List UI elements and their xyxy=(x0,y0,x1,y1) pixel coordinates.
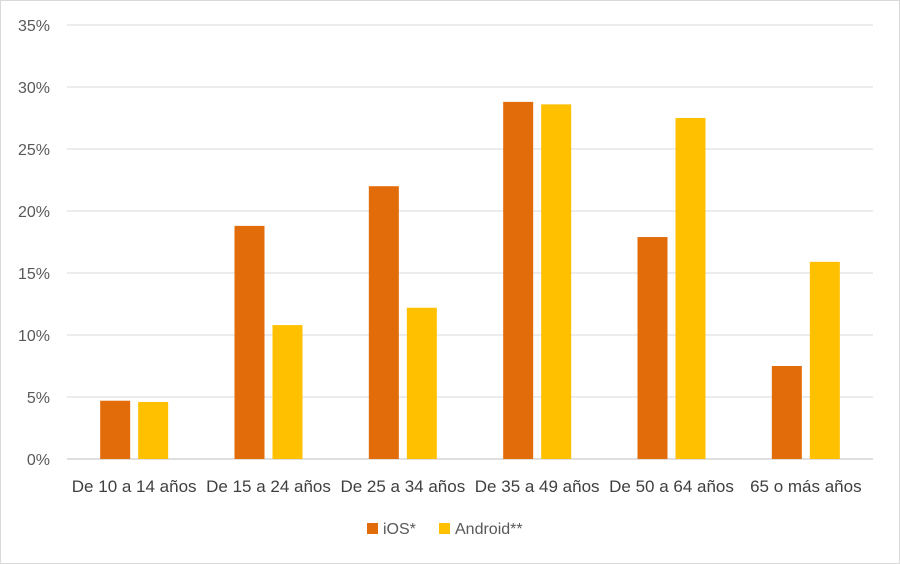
x-tick-label: De 50 a 64 años xyxy=(609,477,734,496)
bar-ios xyxy=(100,400,131,459)
bar-android xyxy=(406,307,437,459)
x-tick-label: De 15 a 24 años xyxy=(206,477,331,496)
bar-ios xyxy=(368,186,399,459)
x-tick-label: De 35 a 49 años xyxy=(475,477,600,496)
y-tick-label: 30% xyxy=(18,80,50,97)
legend-swatch-android xyxy=(439,523,450,534)
legend-label-android: Android** xyxy=(455,521,523,538)
bar-android xyxy=(541,104,572,460)
x-tick-label: 65 o más años xyxy=(750,477,862,496)
y-tick-label: 0% xyxy=(27,452,50,469)
y-axis: 0% 5% 10% 15% 20% 25% 30% 35% xyxy=(18,18,50,469)
bar-android xyxy=(272,325,303,459)
bar-android xyxy=(675,118,706,459)
bars xyxy=(100,101,840,460)
y-tick-label: 15% xyxy=(18,266,50,283)
bar-ios xyxy=(503,101,534,459)
y-tick-label: 35% xyxy=(18,18,50,35)
y-tick-label: 20% xyxy=(18,204,50,221)
bar-ios xyxy=(771,366,802,459)
bar-ios xyxy=(637,237,668,459)
y-tick-label: 25% xyxy=(18,142,50,159)
x-tick-label: De 25 a 34 años xyxy=(340,477,465,496)
x-tick-label: De 10 a 14 años xyxy=(72,477,197,496)
gridlines xyxy=(67,24,873,460)
legend: iOS* Android** xyxy=(367,521,523,538)
bar-android xyxy=(809,261,840,459)
y-tick-label: 10% xyxy=(18,328,50,345)
x-axis: De 10 a 14 años De 15 a 24 años De 25 a 34… xyxy=(72,477,862,496)
bar-android xyxy=(138,401,169,459)
y-tick-label: 5% xyxy=(27,390,50,407)
legend-swatch-ios xyxy=(367,523,378,534)
legend-label-ios: iOS* xyxy=(383,521,416,538)
bar-ios xyxy=(234,225,265,459)
